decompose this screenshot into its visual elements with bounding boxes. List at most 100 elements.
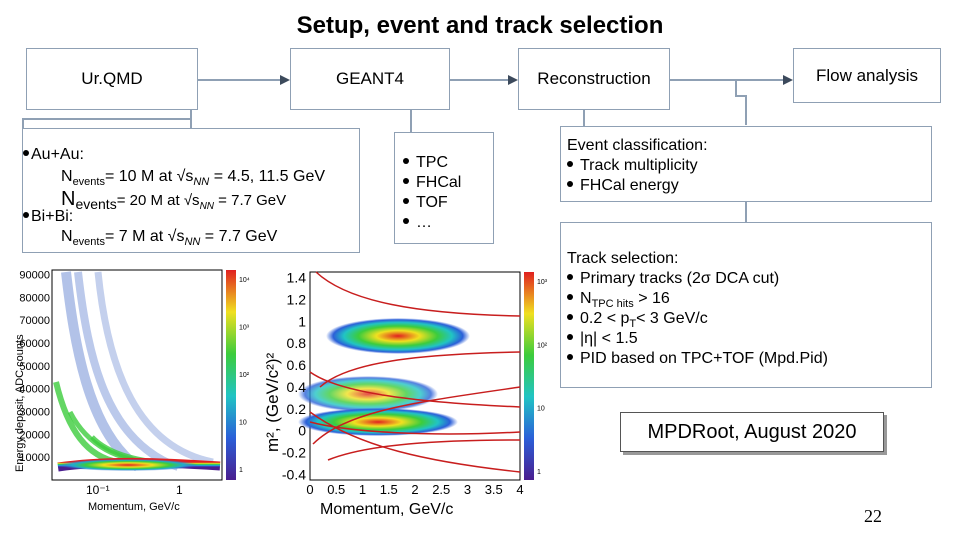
bullet-dot bbox=[23, 212, 29, 218]
dedx-ztick: 10 bbox=[239, 420, 247, 427]
list-item: PID based on TPC+TOF (Mpd.Pid) bbox=[567, 349, 828, 369]
dedx-plot: 90000 80000 70000 60000 50000 40000 30000 20000… bbox=[8, 262, 258, 516]
detectors-list: TPC FHCal TOF … bbox=[403, 153, 461, 233]
m2-ytick: -0.4 bbox=[282, 467, 306, 483]
m2-colorbar bbox=[524, 272, 534, 480]
connector-reco-flow-c bbox=[745, 95, 747, 125]
footer-box: MPDRoot, August 2020 bbox=[620, 412, 884, 452]
event-classification-box: Event classification: Track multiplicity… bbox=[560, 126, 932, 202]
m2-ytick: 0.4 bbox=[287, 379, 307, 395]
connector-reco-flow-b bbox=[735, 95, 747, 97]
dedx-ytick: 30000 bbox=[19, 407, 50, 419]
m2-xtick: 0 bbox=[306, 482, 313, 497]
geant4-label: GEANT4 bbox=[335, 69, 405, 88]
proton-cluster bbox=[326, 318, 470, 354]
detectors-box: TPC FHCal TOF … bbox=[394, 132, 494, 244]
dedx-xtick: 1 bbox=[176, 483, 183, 497]
m2-xtick: 3 bbox=[464, 482, 471, 497]
m2-z-axis: 10³ 10² 10 1 bbox=[537, 279, 548, 476]
event-classification-list: Track multiplicity FHCal energy bbox=[567, 156, 698, 196]
dedx-xtick: 10⁻¹ bbox=[86, 483, 110, 497]
list-item: Primary tracks (2σ DCA cut) bbox=[567, 269, 828, 289]
m2-xtick: 3.5 bbox=[485, 482, 503, 497]
m2-plot: 1.4 1.2 1 0.8 0.6 0.4 0.2 0 -0.2 -0.4 0 0.5 1 1.5 2 2.… bbox=[258, 262, 558, 518]
arrow-line-3 bbox=[670, 79, 783, 81]
detector-item: … bbox=[403, 213, 461, 233]
m2-ytick: 0.2 bbox=[287, 401, 307, 417]
m2-ztick: 10² bbox=[537, 342, 548, 349]
kaon-cluster bbox=[298, 376, 438, 412]
auau-line: Au+Au: bbox=[23, 145, 84, 165]
dedx-z-axis: 10⁴ 10³ 10² 10 1 bbox=[239, 277, 250, 474]
m2-xtick: 0.5 bbox=[327, 482, 345, 497]
detector-item: FHCal bbox=[403, 173, 461, 193]
m2-ytick: 1.2 bbox=[287, 291, 307, 307]
dedx-ytick: 20000 bbox=[19, 429, 50, 441]
dedx-ytick: 80000 bbox=[19, 292, 50, 304]
dedx-ytick: 60000 bbox=[19, 338, 50, 350]
m2-xlabel: Momentum, GeV/c bbox=[320, 501, 453, 518]
m2-xtick: 1.5 bbox=[380, 482, 398, 497]
list-item: FHCal energy bbox=[567, 176, 698, 196]
arrow-head-1 bbox=[280, 75, 290, 85]
dedx-ylabel: Energy deposit, ADC counts bbox=[14, 334, 26, 472]
track-selection-heading: Track selection: bbox=[567, 250, 679, 267]
m2-svg: 1.4 1.2 1 0.8 0.6 0.4 0.2 0 -0.2 -0.4 0 0.5 1 1.5 2 2.… bbox=[263, 269, 548, 518]
connector-urqmd-h bbox=[22, 118, 192, 120]
detector-item: TPC bbox=[403, 153, 461, 173]
bibi-line: Bi+Bi: bbox=[23, 207, 73, 227]
dedx-ztick: 10³ bbox=[239, 325, 250, 332]
dedx-xlabel: Momentum, GeV/c bbox=[88, 501, 180, 513]
dedx-colorbar bbox=[226, 270, 236, 480]
arrow-line-2 bbox=[450, 79, 508, 81]
dedx-ztick: 1 bbox=[239, 467, 243, 474]
m2-ytick: -0.2 bbox=[282, 445, 306, 461]
connector-event-track bbox=[745, 202, 747, 222]
selection-bands bbox=[309, 271, 521, 473]
page-number: 22 bbox=[864, 506, 882, 526]
m2-ztick: 10³ bbox=[537, 279, 548, 286]
dedx-ytick: 50000 bbox=[19, 361, 50, 373]
m2-y-axis: 1.4 1.2 1 0.8 0.6 0.4 0.2 0 -0.2 -0.4 bbox=[282, 269, 306, 482]
flow-analysis-label: Flow analysis bbox=[815, 65, 919, 85]
list-item: 0.2 < pT< 3 GeV/c bbox=[567, 309, 828, 330]
auau-nevents-2: Nevents= 20 M at √sNN = 7.7 GeV bbox=[61, 188, 287, 212]
dedx-frame bbox=[51, 269, 223, 481]
track-selection-box: Track selection: Primary tracks (2σ DCA … bbox=[560, 222, 932, 388]
list-item: |η| < 1.5 bbox=[567, 329, 828, 349]
dedx-svg: 90000 80000 70000 60000 50000 40000 30000 20000… bbox=[14, 269, 250, 513]
list-item: Track multiplicity bbox=[567, 156, 698, 176]
m2-x-axis: 0 0.5 1 1.5 2 2.5 3 3.5 4 bbox=[306, 482, 523, 497]
connector-reco-flow-a bbox=[735, 80, 737, 96]
connector-urqmd-v bbox=[22, 118, 24, 128]
connector-reco bbox=[583, 110, 585, 126]
m2-xtick: 2 bbox=[411, 482, 418, 497]
reconstruction-label: Reconstruction bbox=[537, 69, 651, 88]
m2-ytick: 0.8 bbox=[287, 335, 307, 351]
track-selection-list: Primary tracks (2σ DCA cut) NTPC hits > … bbox=[567, 269, 828, 369]
dedx-ytick: 70000 bbox=[19, 315, 50, 327]
m2-xtick: 1 bbox=[359, 482, 366, 497]
m2-ytick: 1 bbox=[298, 313, 306, 329]
dedx-ztick: 10⁴ bbox=[239, 277, 250, 284]
m2-ylabel: m², (GeV/c²)² bbox=[263, 353, 282, 452]
flow-analysis-box: Flow analysis bbox=[793, 48, 941, 103]
dedx-ytick: 90000 bbox=[19, 270, 50, 282]
urqmd-box: Ur.QMD bbox=[26, 48, 198, 110]
m2-xtick: 4 bbox=[516, 482, 523, 497]
urqmd-label: Ur.QMD bbox=[81, 69, 143, 88]
dedx-ztick: 10² bbox=[239, 372, 250, 379]
dedx-ytick: 10000 bbox=[19, 452, 50, 464]
m2-ytick: 1.4 bbox=[287, 269, 307, 285]
m2-ztick: 1 bbox=[537, 469, 541, 476]
event-classification-heading: Event classification: bbox=[567, 137, 708, 154]
reconstruction-box: Reconstruction bbox=[518, 48, 670, 110]
bibi-nevents: Nevents= 7 M at √sNN = 7.7 GeV bbox=[61, 228, 278, 248]
m2-frame bbox=[309, 271, 521, 481]
dedx-y-axis: 90000 80000 70000 60000 50000 40000 30000 20000… bbox=[19, 270, 50, 465]
footer-text: MPDRoot, August 2020 bbox=[647, 420, 857, 443]
list-item: NTPC hits > 16 bbox=[567, 289, 828, 310]
m2-ytick: 0.6 bbox=[287, 357, 307, 373]
geant4-box: GEANT4 bbox=[290, 48, 450, 110]
dedx-ytick: 40000 bbox=[19, 384, 50, 396]
